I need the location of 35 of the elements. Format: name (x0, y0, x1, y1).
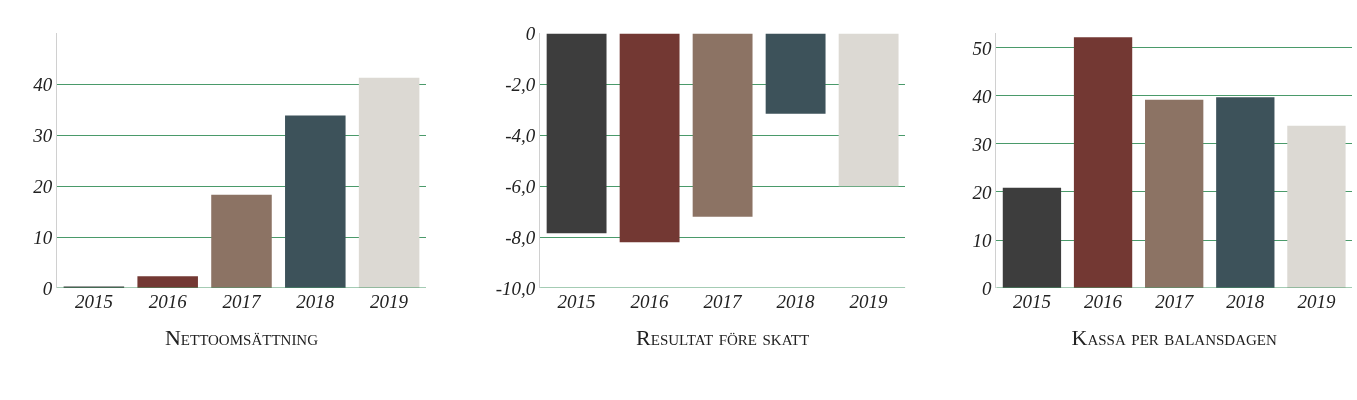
x-tick-label: 2015 (1012, 291, 1051, 313)
x-axis-title: Kassa per balansdagen (1071, 324, 1277, 350)
y-tick-label: 20 (33, 175, 53, 197)
y-tick-label: -2,0 (505, 74, 536, 96)
y-tick-label: 0 (982, 277, 993, 299)
y-tick-label: 0 (525, 23, 536, 45)
y-tick-label: 10 (33, 226, 53, 248)
x-tick-label: 2015 (557, 291, 596, 313)
x-tick-label: 2015 (74, 291, 113, 313)
y-tick-label: 40 (33, 74, 53, 96)
y-tick-label: -8,0 (505, 226, 536, 248)
x-tick-label: 2016 (148, 291, 188, 313)
x-axis-title: Resultat före skatt (636, 324, 810, 350)
x-tick-label: 2018 (1226, 291, 1265, 313)
x-tick-label: 2019 (1297, 291, 1336, 313)
y-tick-label: 30 (971, 133, 993, 155)
x-tick-label: 2016 (1084, 291, 1123, 313)
x-tick-label: 2019 (370, 291, 409, 313)
x-axis-title: Nettoomsättning (164, 324, 319, 350)
y-tick-label: -4,0 (505, 124, 536, 146)
x-tick-label: 2017 (1155, 291, 1195, 313)
y-tick-label: 50 (972, 37, 993, 59)
y-tick-label: 10 (972, 229, 993, 251)
y-tick-label: -6,0 (505, 175, 536, 197)
y-tick-label: 40 (972, 85, 993, 107)
y-tick-label: -10,0 (495, 277, 536, 299)
x-tick-label: 2018 (776, 291, 816, 313)
x-tick-label: 2016 (630, 291, 670, 313)
x-tick-label: 2018 (296, 291, 335, 313)
y-tick-label: 0 (42, 277, 53, 299)
x-tick-label: 2017 (703, 291, 744, 313)
x-tick-label: 2017 (222, 291, 262, 313)
y-tick-label: 20 (972, 181, 993, 203)
y-tick-label: 30 (32, 124, 53, 146)
x-tick-label: 2019 (849, 291, 889, 313)
